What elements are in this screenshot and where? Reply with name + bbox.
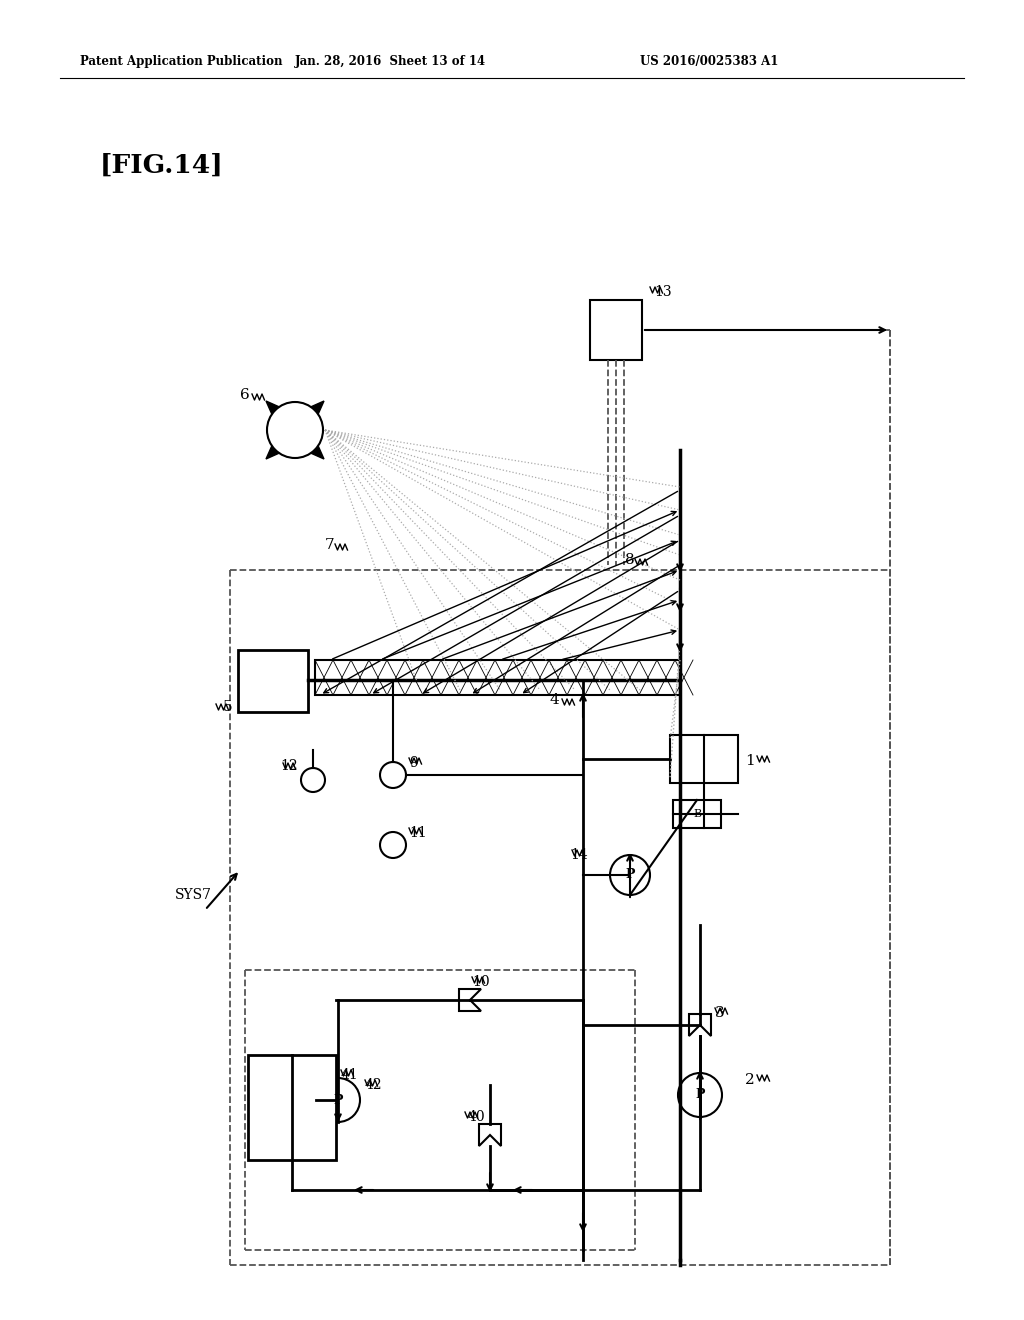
Text: 6: 6 bbox=[240, 388, 250, 403]
Polygon shape bbox=[266, 446, 279, 459]
Text: 9: 9 bbox=[409, 756, 418, 770]
Circle shape bbox=[316, 1078, 360, 1122]
Text: Patent Application Publication: Patent Application Publication bbox=[80, 55, 283, 69]
Text: Jan. 28, 2016  Sheet 13 of 14: Jan. 28, 2016 Sheet 13 of 14 bbox=[295, 55, 485, 69]
Text: P: P bbox=[626, 869, 635, 882]
Text: 8: 8 bbox=[625, 553, 635, 568]
Circle shape bbox=[380, 762, 406, 788]
Text: 10: 10 bbox=[472, 975, 489, 989]
Text: 2: 2 bbox=[745, 1073, 755, 1086]
Text: 12: 12 bbox=[281, 759, 298, 774]
Circle shape bbox=[267, 403, 323, 458]
Text: 3: 3 bbox=[715, 1006, 725, 1020]
Polygon shape bbox=[266, 401, 279, 413]
Bar bbox=[315, 660, 680, 696]
Bar bbox=[590, 300, 642, 360]
Text: US 2016/0025383 A1: US 2016/0025383 A1 bbox=[640, 55, 778, 69]
Text: 13: 13 bbox=[654, 285, 672, 300]
Bar bbox=[673, 800, 721, 828]
Polygon shape bbox=[459, 989, 481, 1011]
Text: 41: 41 bbox=[341, 1068, 358, 1082]
Text: 42: 42 bbox=[365, 1078, 383, 1092]
Circle shape bbox=[380, 832, 406, 858]
Text: 40: 40 bbox=[467, 1110, 485, 1125]
Polygon shape bbox=[479, 1125, 501, 1146]
Bar bbox=[248, 1055, 336, 1160]
Text: 1: 1 bbox=[745, 754, 755, 768]
Text: 14: 14 bbox=[570, 847, 588, 862]
Polygon shape bbox=[311, 446, 324, 459]
Text: 4: 4 bbox=[550, 693, 560, 708]
Text: P: P bbox=[695, 1089, 705, 1101]
Polygon shape bbox=[311, 401, 324, 413]
Text: 7: 7 bbox=[325, 539, 335, 552]
Text: P: P bbox=[333, 1093, 343, 1106]
Text: 11: 11 bbox=[409, 826, 427, 840]
Bar bbox=[670, 735, 738, 783]
Circle shape bbox=[678, 1073, 722, 1117]
Circle shape bbox=[301, 768, 325, 792]
Text: 5: 5 bbox=[223, 700, 232, 714]
Text: B: B bbox=[693, 809, 701, 818]
Circle shape bbox=[610, 855, 650, 895]
Text: [FIG.14]: [FIG.14] bbox=[100, 153, 224, 177]
Text: SYS7: SYS7 bbox=[175, 888, 212, 902]
Polygon shape bbox=[689, 1014, 711, 1036]
Bar bbox=[238, 649, 308, 711]
